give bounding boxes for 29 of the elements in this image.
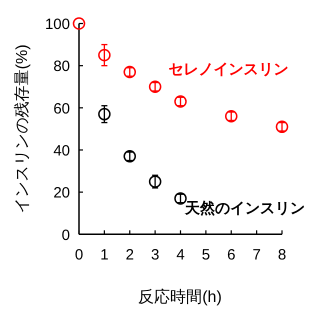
point <box>124 66 136 78</box>
point <box>174 95 187 108</box>
x-tick-label: 2 <box>126 246 134 264</box>
x-tick-label: 6 <box>227 246 236 264</box>
point <box>276 120 288 134</box>
x-tick-label: 1 <box>100 246 109 264</box>
x-tick-label: 7 <box>252 246 261 264</box>
series-label: 天然のインスリン <box>184 200 306 218</box>
point <box>124 150 136 163</box>
point <box>72 17 86 30</box>
point <box>148 80 162 93</box>
y-tick-label: 80 <box>53 58 70 76</box>
y-axis-title: インスリンの残存量(%) <box>13 44 31 214</box>
x-tick-label: 8 <box>278 246 286 264</box>
x-tick-label: 4 <box>176 246 185 264</box>
series-label: セレノインスリン <box>168 61 289 78</box>
y-tick-label: 40 <box>53 142 70 160</box>
x-axis-title: 反応時間(h) <box>138 288 222 306</box>
point <box>225 110 238 122</box>
point <box>148 175 162 188</box>
point <box>98 48 111 62</box>
x-tick-label: 3 <box>150 246 160 264</box>
y-tick-label: 60 <box>53 100 70 118</box>
y-tick-label: 100 <box>44 16 70 33</box>
x-tick-label: 0 <box>74 246 84 264</box>
x-tick-label: 5 <box>202 246 210 264</box>
point <box>98 108 111 120</box>
y-tick-label: 20 <box>53 184 70 202</box>
y-tick-label: 0 <box>62 226 70 244</box>
